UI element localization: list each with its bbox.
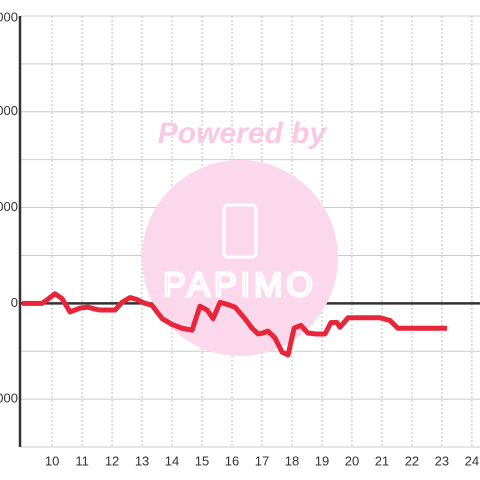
- x-tick-label: 21: [375, 453, 389, 468]
- y-tick-label: 10,000: [0, 199, 18, 214]
- watermark-text: Powered by: [158, 117, 328, 150]
- line: [22, 291, 448, 358]
- x-tick-label: 16: [225, 453, 239, 468]
- x-tick-label: 23: [435, 453, 449, 468]
- y-tick-label: 20,000: [0, 103, 18, 118]
- y-tick-label: -10,000: [0, 391, 18, 406]
- x-tick-label: 13: [135, 453, 149, 468]
- x-tick-label: 15: [195, 453, 209, 468]
- y-tick-label: 30,000: [0, 9, 18, 24]
- watermark: Powered by PAPIMO: [142, 117, 338, 356]
- x-tick-label: 12: [105, 453, 119, 468]
- y-tick-label: 0: [11, 295, 18, 310]
- x-tick-label: 22: [405, 453, 419, 468]
- x-tick-label: 19: [315, 453, 329, 468]
- x-tick-label: 11: [75, 453, 89, 468]
- x-tick-label: 10: [45, 453, 59, 468]
- x-tick-label: 18: [285, 453, 299, 468]
- x-tick-label: 17: [255, 453, 269, 468]
- x-tick-label: 20: [345, 453, 359, 468]
- watermark-icon: [222, 203, 258, 259]
- x-tick-label: 14: [165, 453, 179, 468]
- x-tick-label: 24: [465, 453, 479, 468]
- watermark-logo: PAPIMO: [163, 266, 317, 304]
